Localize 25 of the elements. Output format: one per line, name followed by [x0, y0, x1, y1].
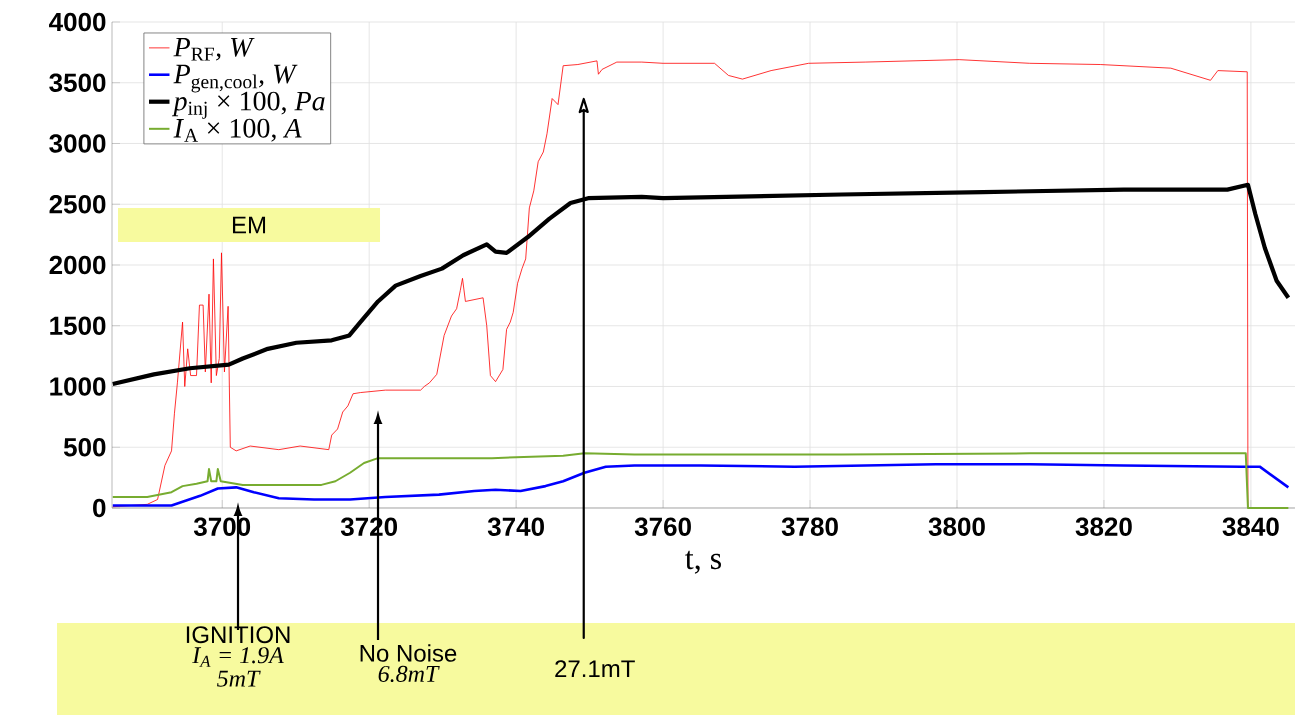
x-tick-label: 3800	[928, 517, 985, 536]
x-axis-title: t, s	[685, 550, 721, 574]
legend-label: I$_{A}$ × 100, A	[173, 118, 302, 142]
text: 5mT	[217, 670, 261, 687]
y-tick-label: 500	[63, 438, 106, 457]
text: I$_{A}$ = 1.9A	[192, 647, 284, 667]
x-tick-label: 3840	[1222, 517, 1279, 536]
x-tick-label: 3820	[1075, 517, 1132, 536]
y-tick-label: 3000	[49, 134, 106, 153]
annotation: EM	[232, 216, 266, 234]
x-tick-label: 3740	[487, 517, 544, 536]
x-tick-label: 3760	[634, 517, 691, 536]
ref-line-label: 27.1mT	[555, 660, 635, 677]
legend-label: P$_{RF}$, W	[173, 37, 255, 61]
text: IGNITION	[186, 626, 290, 644]
y-tick-label: 2000	[49, 255, 106, 275]
text: 6.8mT	[378, 665, 440, 683]
y-tick-label: 1000	[50, 377, 106, 396]
y-tick-label: 3500	[49, 73, 106, 92]
y-tick-label: 0	[93, 498, 106, 518]
y-tick-label: 4000	[49, 12, 106, 32]
text: No Noise	[360, 644, 457, 662]
y-tick-label: 1500	[50, 316, 106, 335]
x-tick-label: 3780	[781, 517, 838, 536]
y-tick-label: 2500	[49, 195, 106, 214]
